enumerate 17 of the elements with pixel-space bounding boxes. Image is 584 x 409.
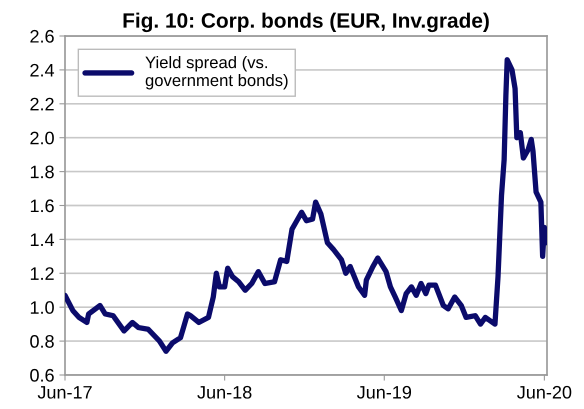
y-tick-label: 2.0 (30, 132, 54, 144)
y-tick-label: 0.6 (30, 368, 54, 382)
y-tick-label: 1.4 (30, 234, 54, 246)
y-tick-label: 1.8 (30, 166, 54, 178)
y-tick-label: 2.4 (30, 64, 54, 76)
legend-label: Yield spread (vs. government bonds) (145, 56, 288, 90)
y-tick-label: 1.2 (30, 267, 54, 280)
y-tick-label: 1.0 (30, 301, 54, 314)
y-tick-label: 2.6 (30, 30, 54, 43)
y-tick-label: 2.2 (30, 98, 54, 110)
x-tick-label: Jun-17 (38, 386, 92, 399)
chart-title: Fig. 10: Corp. bonds (EUR, Inv.grade) (124, 12, 489, 32)
y-tick-label: 0.8 (30, 335, 54, 348)
x-tick-label: Jun-20 (517, 386, 572, 399)
x-tick-label: Jun-19 (356, 386, 412, 399)
y-tick-label: 1.6 (30, 199, 54, 212)
x-tick-label: Jun-18 (197, 386, 252, 399)
